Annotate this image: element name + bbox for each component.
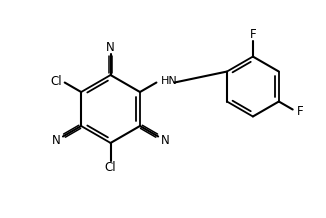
Text: HN: HN [160,75,177,85]
Text: Cl: Cl [51,75,62,88]
Text: N: N [106,41,115,54]
Text: F: F [297,106,303,119]
Text: N: N [52,134,60,147]
Text: F: F [250,28,256,41]
Text: N: N [161,134,170,147]
Text: Cl: Cl [105,162,116,174]
